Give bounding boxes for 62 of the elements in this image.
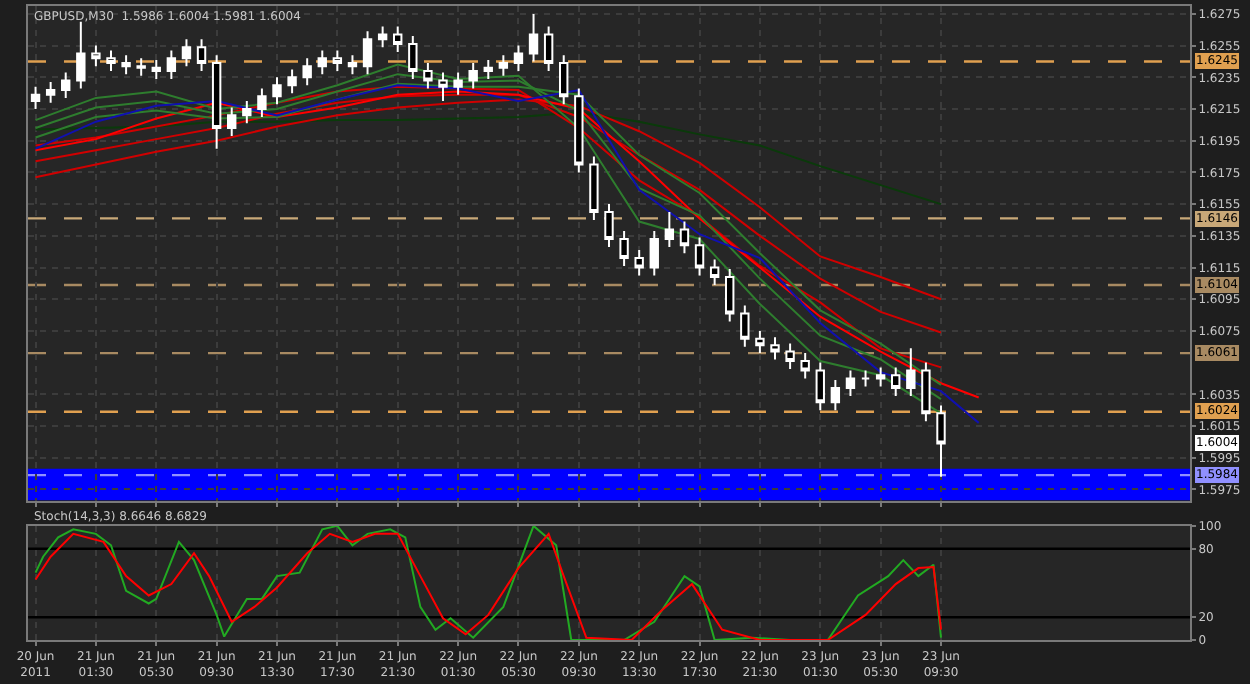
candlestick xyxy=(755,329,765,355)
candlestick xyxy=(498,54,509,77)
candlestick xyxy=(785,342,795,370)
candlestick xyxy=(634,249,644,277)
candlestick xyxy=(45,81,56,104)
candlestick xyxy=(362,30,373,76)
candlestick xyxy=(468,62,478,90)
candlestick xyxy=(815,361,825,412)
candlestick xyxy=(408,35,418,80)
candlestick xyxy=(242,100,252,125)
candlestick xyxy=(377,25,388,49)
candlestick xyxy=(875,366,886,388)
candlestick xyxy=(709,258,720,286)
candlestick xyxy=(936,404,946,478)
candlestick xyxy=(770,336,780,361)
candlestick xyxy=(543,25,554,72)
candlestick xyxy=(619,230,629,267)
candlestick xyxy=(740,304,750,348)
candlestick xyxy=(302,57,312,87)
candlestick xyxy=(181,38,192,68)
candlestick xyxy=(121,54,131,76)
candlestick xyxy=(332,49,343,72)
candlestick xyxy=(76,20,86,90)
candlestick xyxy=(800,352,810,380)
candlestick xyxy=(891,366,901,397)
candlestick xyxy=(483,58,493,80)
candlestick xyxy=(136,57,146,77)
candlestick xyxy=(725,268,735,323)
candlestick xyxy=(227,106,237,137)
candlestick xyxy=(906,347,916,397)
candlestick xyxy=(151,58,161,80)
candlestick xyxy=(287,68,297,95)
candlestick xyxy=(528,12,539,63)
candlestick xyxy=(513,44,524,72)
candlestick xyxy=(589,155,599,221)
candlestick xyxy=(196,38,207,72)
candlestick xyxy=(921,361,931,423)
candlestick xyxy=(453,71,463,96)
candlestick xyxy=(347,54,358,76)
candlestick xyxy=(679,220,690,255)
candlestick xyxy=(257,87,267,118)
candlestick xyxy=(559,54,569,106)
candlestick xyxy=(30,85,41,111)
candlestick xyxy=(649,230,659,277)
candlestick xyxy=(106,49,116,72)
candlestick xyxy=(91,44,101,68)
candlestick xyxy=(166,49,177,80)
candlestick xyxy=(61,71,71,99)
candlestick xyxy=(438,71,448,103)
candlestick xyxy=(830,379,841,412)
candlestick xyxy=(317,49,327,76)
candlestick xyxy=(664,211,675,248)
candlestick xyxy=(423,62,433,90)
candlestick xyxy=(211,54,222,150)
candlestick xyxy=(694,236,705,277)
candlestick xyxy=(272,76,282,106)
candlestick xyxy=(845,369,856,397)
candlestick xyxy=(604,203,614,248)
line-series xyxy=(34,111,942,206)
candlestick xyxy=(860,369,871,388)
candlestick xyxy=(393,25,403,53)
candlestick xyxy=(574,87,584,174)
